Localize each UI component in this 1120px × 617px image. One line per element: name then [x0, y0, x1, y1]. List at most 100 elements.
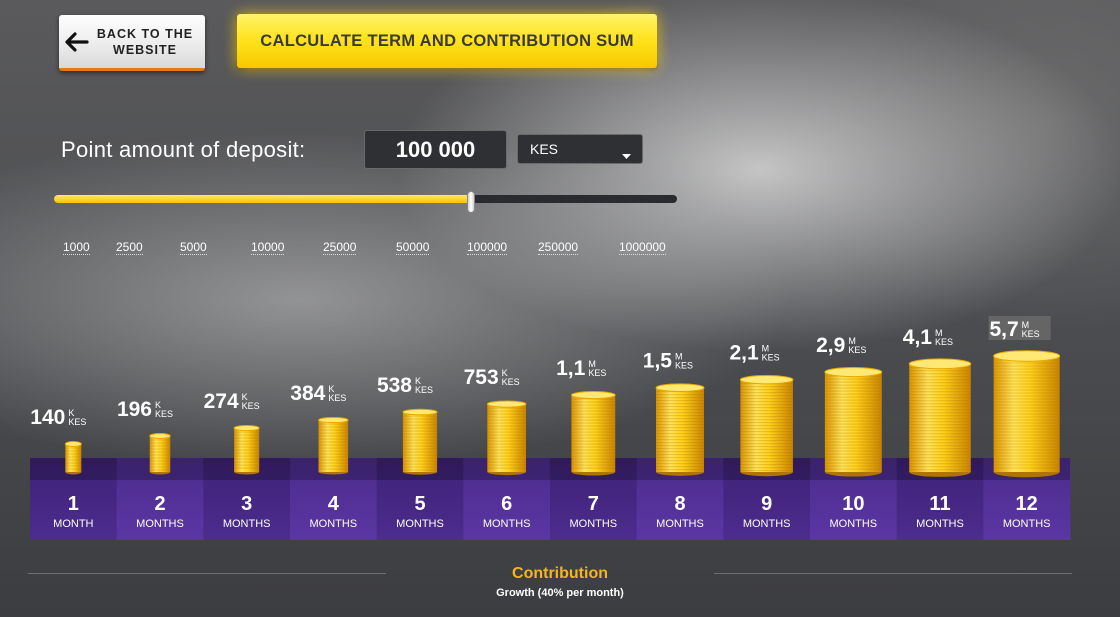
coin-stack-9 [739, 375, 794, 477]
coin-stack-4 [318, 417, 349, 475]
coin-stack-1 [64, 441, 82, 475]
month-number-12: 12 [1016, 493, 1038, 515]
month-unit-8: MONTHS [656, 518, 704, 530]
coin-stack-6 [486, 400, 527, 476]
calculate-term-button[interactable]: CALCULATE TERM AND CONTRIBUTION SUM [237, 14, 657, 68]
value-currency-11: KES [935, 337, 953, 347]
value-scale-6: K [502, 368, 508, 378]
deposit-amount-label: Point amount of deposit: [61, 137, 306, 162]
deposit-slider-fill [54, 195, 471, 203]
value-currency-5: KES [415, 385, 433, 395]
value-scale-9: M [762, 344, 770, 354]
value-scale-7: M [588, 359, 596, 369]
month-unit-12: MONTHS [1003, 518, 1051, 530]
month-number-9: 9 [761, 493, 772, 515]
value-label-5: 538 [377, 374, 412, 397]
value-scale-10: M [848, 336, 856, 346]
month-unit-11: MONTHS [916, 518, 964, 530]
coin-stack-5 [402, 408, 438, 475]
coin-stack-12 [993, 350, 1061, 478]
month-number-6: 6 [501, 493, 512, 515]
slider-tick-1000000[interactable]: 1000000 [619, 240, 666, 255]
value-label-3: 274 [204, 390, 239, 413]
value-label-8: 1,5 [643, 350, 673, 373]
month-number-2: 2 [154, 493, 165, 515]
currency-select-value: KES [530, 141, 559, 157]
value-scale-2: K [155, 400, 161, 410]
slider-tick-25000[interactable]: 25000 [323, 240, 357, 255]
value-label-7: 1,1 [556, 357, 586, 380]
value-scale-4: K [328, 384, 334, 394]
slider-tick-100000[interactable]: 100000 [467, 240, 508, 255]
month-unit-1: MONTH [53, 518, 93, 530]
contribution-title: Contribution [512, 565, 608, 582]
value-scale-3: K [242, 392, 248, 402]
value-scale-11: M [935, 328, 943, 338]
value-label-4: 384 [290, 382, 325, 405]
month-unit-7: MONTHS [569, 518, 617, 530]
month-number-7: 7 [588, 493, 599, 515]
slider-tick-2500[interactable]: 2500 [116, 240, 143, 255]
back-button-label: BACK TO THE WEBSITE [96, 26, 194, 57]
month-number-3: 3 [241, 493, 252, 515]
coin-stack-8 [655, 383, 705, 476]
month-unit-5: MONTHS [396, 518, 444, 530]
deposit-slider-handle[interactable] [467, 191, 475, 213]
value-label-9: 2,1 [729, 342, 759, 365]
divider-right [714, 573, 1072, 574]
arrow-left-icon [59, 31, 95, 52]
value-label-12: 5,7 [989, 318, 1018, 341]
value-currency-2: KES [155, 409, 173, 419]
value-label-1: 140 [30, 406, 65, 429]
coin-stack-7 [570, 391, 616, 476]
value-currency-6: KES [502, 377, 520, 387]
value-label-6: 753 [464, 366, 499, 389]
value-label-10: 2,9 [816, 334, 845, 357]
value-currency-4: KES [328, 393, 346, 403]
coin-stack-10 [824, 366, 883, 477]
contribution-subtitle: Growth (40% per month) [496, 587, 624, 599]
deposit-slider[interactable] [54, 191, 677, 213]
slider-tick-1000[interactable]: 1000 [63, 240, 90, 255]
month-unit-3: MONTHS [223, 518, 271, 530]
month-unit-2: MONTHS [136, 518, 184, 530]
value-currency-12: KES [1022, 329, 1040, 339]
platform-top-shade [30, 458, 1070, 480]
value-scale-8: M [675, 352, 683, 362]
slider-tick-5000[interactable]: 5000 [180, 240, 207, 255]
divider-left [28, 573, 386, 574]
value-scale-12: M [1022, 320, 1030, 330]
month-number-8: 8 [674, 493, 685, 515]
month-unit-6: MONTHS [483, 518, 531, 530]
month-number-5: 5 [414, 493, 425, 515]
value-label-2: 196 [117, 398, 152, 421]
value-currency-7: KES [588, 368, 606, 378]
month-number-1: 1 [68, 493, 79, 515]
coin-stack-2 [149, 433, 171, 475]
slider-tick-10000[interactable]: 10000 [251, 240, 285, 255]
month-unit-10: MONTHS [829, 518, 877, 530]
value-currency-9: KES [762, 353, 780, 363]
slider-tick-250000[interactable]: 250000 [538, 240, 579, 255]
value-currency-8: KES [675, 361, 693, 371]
month-number-10: 10 [842, 493, 864, 515]
calculate-button-label: CALCULATE TERM AND CONTRIBUTION SUM [260, 31, 634, 50]
value-currency-3: KES [242, 401, 260, 411]
currency-select[interactable]: KES [517, 134, 643, 164]
deposit-amount-input[interactable] [364, 130, 507, 169]
value-scale-5: K [415, 376, 421, 386]
slider-tick-50000[interactable]: 50000 [396, 240, 430, 255]
value-currency-1: KES [68, 417, 86, 427]
value-label-11: 4,1 [903, 326, 933, 349]
chevron-down-icon [622, 147, 631, 165]
value-currency-10: KES [848, 345, 866, 355]
month-unit-4: MONTHS [309, 518, 357, 530]
coin-stack-11 [908, 358, 972, 477]
highlight-label-bg [988, 316, 1051, 340]
coin-stack-3 [233, 425, 260, 475]
month-number-4: 4 [328, 493, 340, 515]
month-unit-9: MONTHS [743, 518, 791, 530]
month-number-11: 11 [929, 493, 950, 515]
back-to-website-button[interactable]: BACK TO THE WEBSITE [59, 15, 205, 71]
